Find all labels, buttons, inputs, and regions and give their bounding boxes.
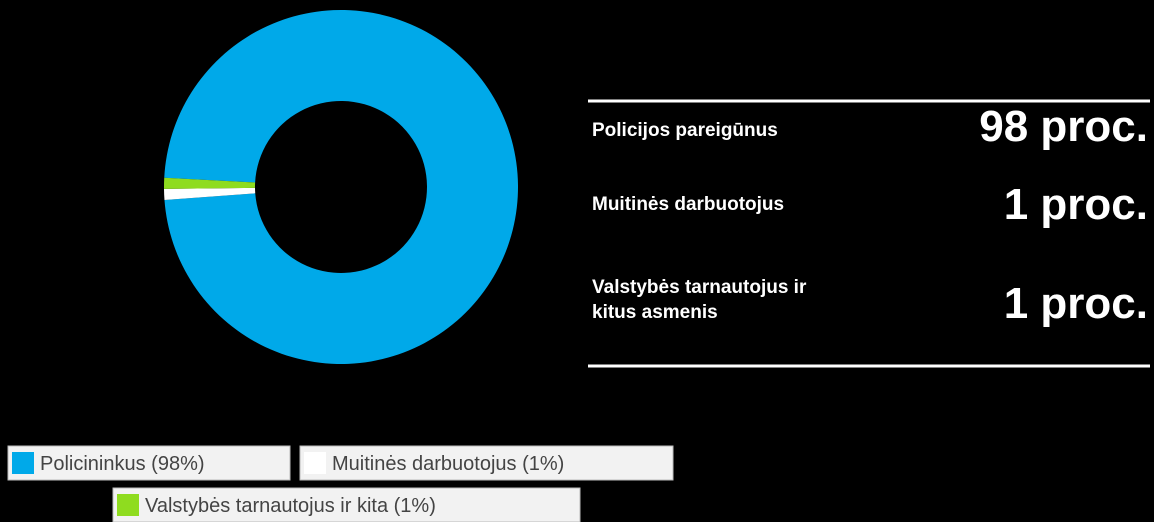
legend-label: Policininkus (98%)	[40, 453, 205, 475]
summary-label: Policijos pareigūnus	[592, 120, 778, 141]
summary-value: 98 proc.	[979, 102, 1148, 151]
pie-slice	[164, 177, 256, 189]
summary-value: 1 proc.	[1004, 180, 1148, 229]
summary-label-line: kitus asmenis	[592, 302, 718, 323]
legend-swatch	[304, 452, 326, 474]
legend-label: Valstybės tarnautojus ir kita (1%)	[145, 495, 436, 517]
legend-item	[7, 445, 291, 481]
legend-item	[299, 445, 674, 481]
pie-slice	[164, 187, 256, 200]
summary-label: Muitinės darbuotojus	[592, 194, 784, 215]
pie-slice	[164, 9, 519, 364]
legend-label: Muitinės darbuotojus (1%)	[332, 453, 564, 475]
summary-value: 1 proc.	[1004, 279, 1148, 328]
summary-label-line: Valstybės tarnautojus ir	[592, 277, 807, 298]
legend-swatch	[117, 494, 139, 516]
legend-swatch	[12, 452, 34, 474]
legend-item	[112, 487, 581, 522]
summary-label: Valstybės tarnautojus ir kitus asmenis	[592, 277, 807, 323]
